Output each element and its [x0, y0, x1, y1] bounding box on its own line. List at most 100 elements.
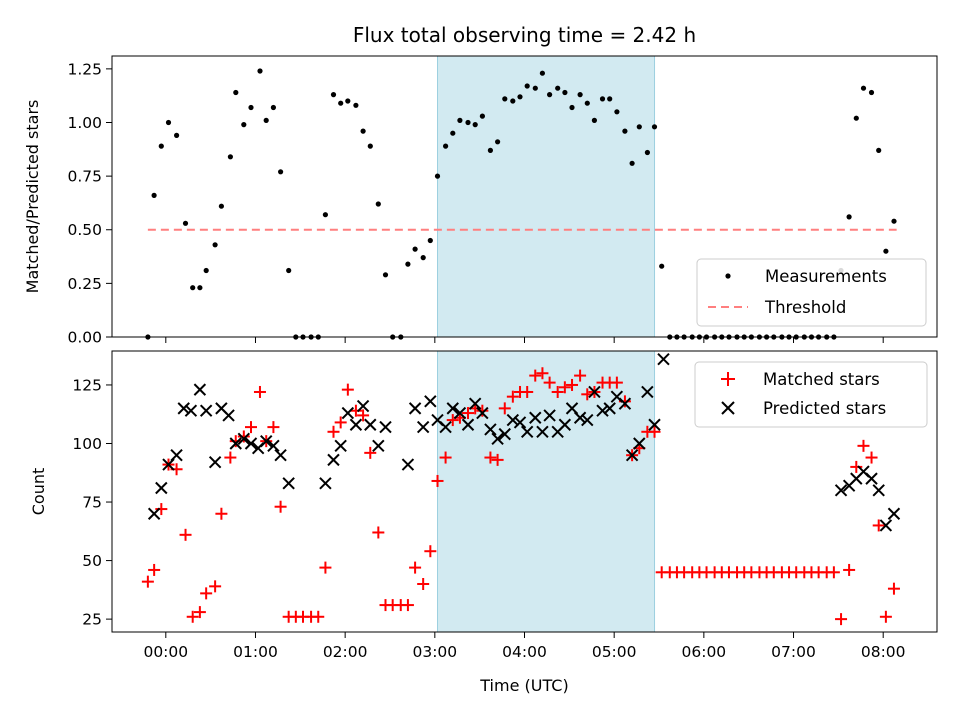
measurement-point: [443, 143, 449, 149]
measurement-point: [412, 246, 418, 252]
matched-point: [879, 610, 892, 623]
measurement-point: [367, 143, 373, 149]
measurement-point: [584, 100, 590, 106]
top-panel: 0.00 0.25 0.50 0.75 1.00 1.25 Flux total obse…: [23, 23, 938, 347]
predicted-point: [506, 413, 520, 427]
matched-point: [498, 402, 511, 415]
predicted-point: [657, 352, 670, 366]
legend-measurements-marker: [725, 273, 731, 279]
matched-point: [424, 545, 437, 558]
matched-point: [491, 453, 504, 466]
measurement-point: [891, 218, 897, 224]
matched-point: [267, 421, 280, 434]
measurement-point: [174, 132, 180, 138]
observing-span-top: [437, 55, 656, 338]
matched-point: [224, 451, 237, 464]
matched-point: [372, 526, 385, 539]
top-y-tick-label: 1.25: [67, 60, 102, 78]
matched-point: [543, 376, 556, 389]
top-y-tick-label: 0.50: [67, 221, 102, 239]
predicted-point: [267, 439, 280, 453]
measurement-point: [322, 212, 328, 218]
matched-point: [327, 425, 340, 438]
matched-point: [274, 500, 287, 513]
measurement-point: [151, 192, 157, 198]
matched-point: [431, 474, 444, 487]
measurement-point: [360, 128, 366, 134]
legend-threshold-label: Threshold: [764, 298, 846, 317]
matched-point: [193, 606, 206, 619]
legend-predicted-label: Predicted stars: [763, 399, 886, 418]
top-x-ticks: [165, 337, 884, 343]
measurement-point: [278, 169, 284, 175]
matched-point: [439, 451, 452, 464]
chart-title: Flux total observing time = 2.42 h: [353, 23, 696, 47]
measurement-point: [846, 214, 852, 220]
measurement-point: [562, 89, 568, 96]
matched-point: [209, 580, 222, 593]
legend-matched-marker: [721, 372, 735, 386]
matched-point: [462, 407, 475, 420]
predicted-point: [872, 484, 885, 497]
bottom-y-tick-label: 100: [72, 435, 102, 453]
measurement-point: [420, 255, 426, 261]
bottom-legend: Matched stars Predicted stars: [694, 361, 928, 428]
predicted-point: [491, 432, 504, 446]
measurement-point: [427, 237, 433, 244]
predicted-point: [177, 402, 190, 415]
predicted-point: [282, 477, 295, 490]
predicted-point: [356, 399, 370, 413]
predicted-point: [476, 406, 489, 420]
measurement-point: [599, 96, 606, 102]
measurement-point: [227, 154, 233, 160]
matched-point: [417, 577, 430, 590]
x-tick-label: 04:00: [502, 643, 547, 661]
measurement-point: [286, 267, 292, 274]
measurement-point: [614, 109, 620, 115]
measurement-point: [233, 89, 239, 96]
top-legend-box: [696, 258, 927, 327]
predicted-point: [625, 448, 639, 462]
matched-point: [409, 561, 422, 574]
predicted-point: [543, 409, 556, 422]
top-legend: Measurements Threshold: [696, 258, 927, 327]
measurement-point: [182, 220, 189, 226]
measurement-point: [868, 89, 875, 96]
x-tick-label: 05:00: [592, 643, 637, 661]
measurement-point: [651, 124, 658, 130]
predicted-point: [887, 507, 901, 520]
measurement-point: [853, 115, 859, 121]
predicted-point: [260, 434, 273, 448]
bottom-y-tick-label: 50: [82, 552, 102, 570]
matched-point: [312, 610, 325, 623]
predicted-point: [408, 402, 422, 415]
legend-measurements-label: Measurements: [765, 267, 887, 286]
measurement-point: [450, 130, 456, 136]
observing-span-bottom: [437, 350, 656, 633]
predicted-point: [244, 437, 258, 450]
x-tick-label: 02:00: [323, 643, 368, 661]
predicted-point: [588, 385, 601, 399]
matched-point: [827, 566, 840, 579]
matched-point: [566, 378, 579, 391]
measurement-point: [203, 267, 209, 274]
measurement-point: [622, 128, 628, 134]
legend-matched-label: Matched stars: [763, 370, 880, 389]
measurement-point: [524, 83, 530, 89]
top-y-axis-label: Matched/Predicted stars: [23, 100, 42, 294]
predicted-point: [641, 385, 654, 399]
matched-point: [872, 519, 885, 532]
matched-point: [529, 369, 542, 382]
predicted-point: [401, 458, 415, 471]
measurement-point: [270, 104, 276, 111]
measurement-point: [555, 85, 561, 91]
measurement-point: [382, 272, 389, 278]
predicted-point: [461, 418, 475, 431]
predicted-point: [184, 404, 198, 417]
measurement-point: [502, 96, 508, 102]
matched-point: [558, 381, 571, 394]
matched-point: [244, 421, 257, 434]
x-tick-label: 01:00: [233, 643, 278, 661]
matched-point: [148, 563, 161, 576]
